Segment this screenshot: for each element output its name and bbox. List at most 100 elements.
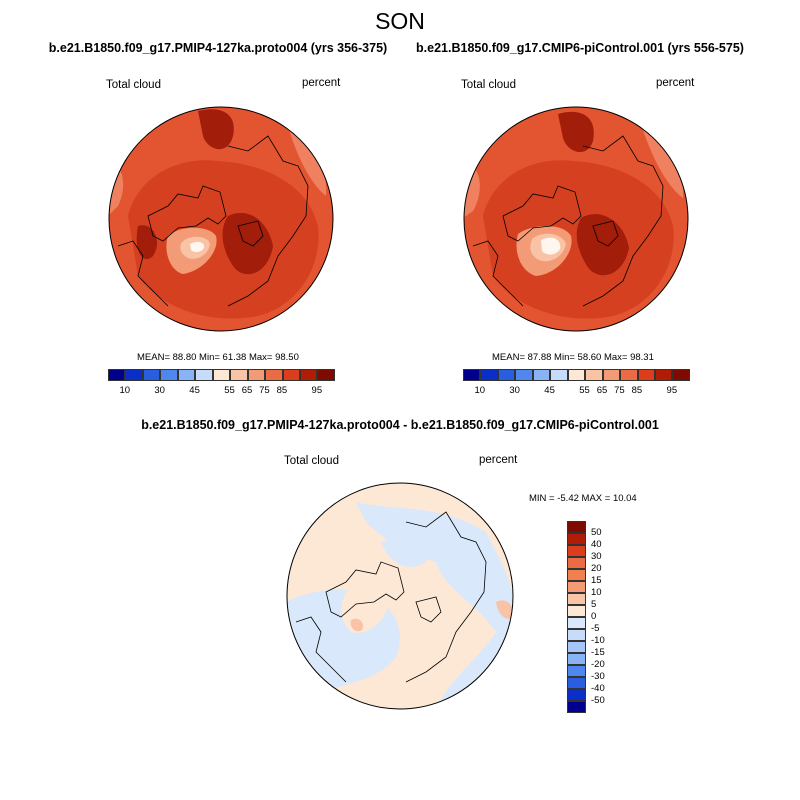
colorbar-swatch xyxy=(567,533,586,545)
diff-stats: MIN = -5.42 MAX = 10.04 xyxy=(529,493,637,504)
colorbar-swatch xyxy=(497,369,516,381)
left-field-deep xyxy=(198,109,234,150)
colorbar-swatch xyxy=(108,369,126,381)
colorbar-tick-label: 10 xyxy=(474,385,486,396)
colorbar-tick-label: -40 xyxy=(591,683,605,694)
colorbar-tick-label: 75 xyxy=(259,385,270,396)
colorbar-swatch xyxy=(654,369,673,381)
colorbar-swatch xyxy=(567,641,586,653)
colorbar-swatch xyxy=(567,557,586,569)
colorbar-swatch xyxy=(672,369,690,381)
colorbar-swatch xyxy=(567,653,586,665)
left-colorbar xyxy=(108,369,335,381)
right-coastline-1 xyxy=(502,185,582,242)
left-stats: MEAN= 88.80 Min= 61.38 Max= 98.50 xyxy=(137,352,299,363)
left-field-deep3 xyxy=(136,225,158,260)
colorbar-swatch xyxy=(550,369,568,381)
colorbar-swatch xyxy=(265,369,283,381)
right-units-label: percent xyxy=(656,77,695,89)
colorbar-swatch xyxy=(585,369,603,381)
colorbar-tick-label: 65 xyxy=(596,385,608,396)
colorbar-swatch xyxy=(567,629,586,641)
left-greenland-white xyxy=(190,241,205,253)
colorbar-swatch xyxy=(532,369,551,381)
colorbar-tick-label: -50 xyxy=(591,695,605,706)
diff-coastline-1 xyxy=(325,561,405,618)
diff-field-strong-1 xyxy=(496,600,513,619)
diff-coastline-2 xyxy=(405,511,487,683)
colorbar-tick-label: 95 xyxy=(311,385,323,396)
difference-colorbar xyxy=(567,521,586,713)
colorbar-swatch xyxy=(515,369,533,381)
colorbar-tick-label: -20 xyxy=(591,659,605,670)
colorbar-swatch xyxy=(212,369,231,381)
right-panel-title: b.e21.B1850.f09_g17.CMIP6-piControl.001 … xyxy=(416,41,744,55)
colorbar-swatch xyxy=(567,569,586,581)
colorbar-swatch xyxy=(160,369,178,381)
colorbar-swatch xyxy=(230,369,248,381)
diff-field-pos-2 xyxy=(406,661,442,699)
colorbar-swatch xyxy=(567,689,586,701)
left-field-light2 xyxy=(288,126,327,196)
colorbar-tick-label: 55 xyxy=(224,385,235,396)
colorbar-tick-label: 85 xyxy=(276,385,288,396)
left-panel-title: b.e21.B1850.f09_g17.PMIP4-127ka.proto004… xyxy=(48,41,388,55)
colorbar-tick-label: -5 xyxy=(591,623,600,634)
colorbar-tick-label: 50 xyxy=(591,527,602,538)
colorbar-swatch xyxy=(177,369,196,381)
colorbar-tick-label: 95 xyxy=(666,385,678,396)
colorbar-swatch xyxy=(195,369,213,381)
colorbar-swatch xyxy=(282,369,300,381)
colorbar-tick-label: 10 xyxy=(119,385,131,396)
diff-variable-label: Total cloud xyxy=(284,455,339,467)
right-variable-label: Total cloud xyxy=(461,79,516,91)
colorbar-tick-label: -15 xyxy=(591,647,605,658)
difference-colorbar-labels: 50 40 30 20 15 10 5 0 -5 -10 -15 -20 -30 -40 -50 xyxy=(591,521,631,713)
colorbar-tick-label: 15 xyxy=(591,575,602,586)
diff-units-label: percent xyxy=(479,454,518,466)
colorbar-swatch xyxy=(567,593,586,605)
colorbar-swatch xyxy=(125,369,143,381)
diff-field-neg-3 xyxy=(381,538,427,567)
colorbar-tick-label: 0 xyxy=(591,611,597,622)
colorbar-tick-label: 85 xyxy=(631,385,643,396)
colorbar-tick-label: -10 xyxy=(591,635,605,646)
colorbar-swatch xyxy=(567,665,586,677)
colorbar-swatch xyxy=(567,617,586,629)
left-coastline-4 xyxy=(237,220,264,247)
right-stats: MEAN= 87.88 Min= 58.60 Max= 98.31 xyxy=(492,352,654,363)
colorbar-tick-label: 40 xyxy=(591,539,602,550)
colorbar-swatch xyxy=(567,545,586,557)
right-field-deep xyxy=(558,111,594,153)
colorbar-swatch xyxy=(567,581,586,593)
colorbar-tick-label: 5 xyxy=(591,599,597,610)
left-polar-map xyxy=(108,106,334,332)
colorbar-swatch xyxy=(567,369,586,381)
colorbar-tick-label: 45 xyxy=(544,385,555,396)
colorbar-swatch xyxy=(637,369,655,381)
colorbar-tick-label: 75 xyxy=(614,385,625,396)
colorbar-swatch xyxy=(247,369,266,381)
diff-field-neg-1 xyxy=(356,502,513,709)
colorbar-swatch xyxy=(567,521,586,533)
colorbar-swatch xyxy=(567,677,586,689)
diff-field-strong-2 xyxy=(350,618,364,632)
colorbar-tick-label: 30 xyxy=(154,385,165,396)
difference-panel-title: b.e21.B1850.f09_g17.PMIP4-127ka.proto004… xyxy=(141,418,659,432)
colorbar-tick-label: 45 xyxy=(189,385,200,396)
right-coastline-2 xyxy=(582,135,664,307)
colorbar-swatch xyxy=(567,701,586,713)
colorbar-swatch xyxy=(463,369,481,381)
right-polar-map xyxy=(463,106,689,332)
left-coastline-3 xyxy=(117,240,169,307)
right-colorbar xyxy=(463,369,690,381)
diff-coastline-4 xyxy=(415,596,442,623)
left-variable-label: Total cloud xyxy=(106,79,161,91)
colorbar-swatch xyxy=(142,369,161,381)
colorbar-tick-label: 65 xyxy=(241,385,253,396)
colorbar-swatch xyxy=(620,369,638,381)
colorbar-swatch xyxy=(602,369,621,381)
colorbar-tick-label: 30 xyxy=(509,385,520,396)
season-title: SON xyxy=(375,8,425,34)
left-units-label: percent xyxy=(302,77,341,89)
